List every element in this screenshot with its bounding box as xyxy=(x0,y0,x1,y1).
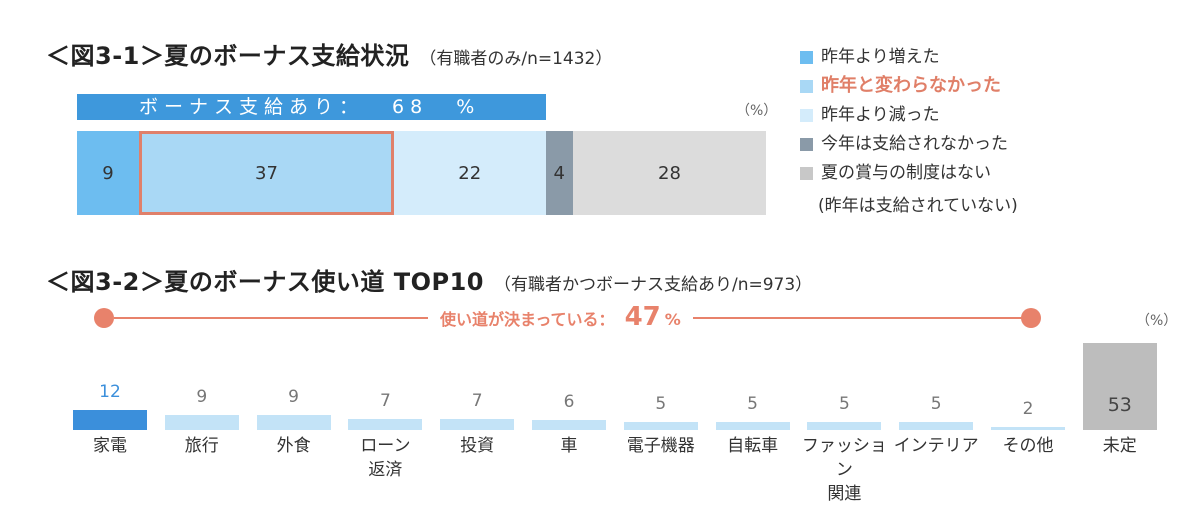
stack-segment-value: 9 xyxy=(102,162,114,184)
category-label: 外食 xyxy=(276,436,311,456)
stack-segment-value: 4 xyxy=(553,162,565,184)
chart1-subtitle: （有職者のみ/n=1432） xyxy=(419,49,613,69)
stack-segment-value: 28 xyxy=(658,162,681,184)
support-bar: ボーナス支給あり： 68% xyxy=(77,94,546,120)
chart2-title: ＜図3-2＞夏のボーナス使い道 TOP10 （有職者かつボーナス支給あり/n=97… xyxy=(46,262,812,297)
bar-8 xyxy=(807,421,882,430)
legend-swatch xyxy=(800,51,813,64)
category-label: 電子機器 xyxy=(626,436,695,456)
legend-label: 昨年と変わらなかった xyxy=(821,75,1001,96)
stack-segment: 4 xyxy=(545,131,574,215)
category-label: ローン 返済 xyxy=(360,436,411,480)
bar-value-label: 6 xyxy=(563,392,575,413)
stack-segment: 9 xyxy=(77,131,139,215)
range-start-dot xyxy=(94,308,114,328)
chart2-title-text: ＜図3-2＞夏のボーナス使い道 TOP10 xyxy=(46,268,484,296)
support-unit: % xyxy=(456,96,481,118)
bar-value-label: 7 xyxy=(379,390,391,411)
legend-item: 今年は支給されなかった xyxy=(800,133,1018,155)
chart1-legend: 昨年より増えた昨年と変わらなかった 昨年より減った今年は支給されなかった 夏の賞与の… xyxy=(800,46,1018,216)
bar-4 xyxy=(440,418,515,430)
decided-unit: % xyxy=(664,310,681,329)
support-label: ボーナス支給あり： xyxy=(139,96,365,118)
legend-label: 今年は支給されなかった xyxy=(821,134,1008,154)
category-label: 投資 xyxy=(460,436,495,456)
bar-value-label: 12 xyxy=(99,382,121,403)
category-label: その他 xyxy=(1002,436,1054,456)
bar-7 xyxy=(715,421,790,430)
stack-segment: 37 xyxy=(139,131,394,215)
bar-value-label: 53 xyxy=(1107,394,1132,416)
category-label: 車 xyxy=(560,436,578,456)
bar-value-label: 5 xyxy=(747,393,758,414)
legend-label: 昨年より増えた xyxy=(821,47,940,67)
bar-10 xyxy=(991,426,1065,430)
support-value: 68 xyxy=(392,96,429,118)
stack-segment-value: 22 xyxy=(458,162,482,184)
stack-segment: 28 xyxy=(573,131,766,215)
bar-6 xyxy=(623,421,698,430)
bar-3 xyxy=(348,418,423,430)
category-label: ファッション 関連 xyxy=(801,436,887,504)
bar-value-label: 2 xyxy=(1022,398,1034,419)
legend-item: 夏の賞与の制度はない xyxy=(800,162,1018,184)
legend-note: (昨年は支給されていない) xyxy=(818,196,1018,216)
category-label: 自転車 xyxy=(727,436,779,456)
bar-5 xyxy=(532,420,606,430)
stack-segment: 22 xyxy=(393,131,546,215)
category-label: 家電 xyxy=(93,436,127,456)
legend-item: 昨年より増えた xyxy=(800,46,1018,68)
decided-text: 使い道が決まっている： xyxy=(440,310,615,329)
bar-1 xyxy=(164,415,239,430)
chart1-unit-label: （%） xyxy=(736,103,778,119)
legend-label: 昨年より減った xyxy=(821,105,940,125)
chart2-unit-label: （%） xyxy=(1136,313,1178,329)
stacked-bar: 9 37 22 4 28 xyxy=(77,131,766,215)
legend-item: 昨年より減った xyxy=(800,104,1018,126)
bar-value-label: 9 xyxy=(288,387,299,408)
category-label: インテリア xyxy=(893,436,979,456)
bar-11 xyxy=(1082,343,1157,430)
legend-swatch xyxy=(800,109,813,122)
decided-label: 使い道が決まっている： 47% xyxy=(428,301,693,336)
legend-swatch xyxy=(800,80,813,93)
bar-value-label: 9 xyxy=(196,387,208,408)
legend-swatch xyxy=(800,138,813,151)
bar-value-label: 7 xyxy=(471,390,483,411)
chart1-title: ＜図3-1＞夏のボーナス支給状況 （有職者のみ/n=1432） xyxy=(46,36,612,71)
bar-9 xyxy=(899,421,974,430)
bar-2 xyxy=(256,415,331,430)
decided-value: 47 xyxy=(624,302,661,332)
legend-item: 昨年と変わらなかった xyxy=(800,75,1018,97)
bar-0 xyxy=(73,410,147,430)
category-label: 旅行 xyxy=(184,436,219,456)
bar-value-label: 5 xyxy=(838,393,850,414)
category-label: 未定 xyxy=(1102,436,1137,456)
chart1-title-text: ＜図3-1＞夏のボーナス支給状況 xyxy=(46,42,410,70)
stack-segment-value: 37 xyxy=(255,162,278,184)
legend-label: 夏の賞与の制度はない xyxy=(821,163,991,183)
bar-value-label: 5 xyxy=(655,393,667,414)
legend-swatch xyxy=(800,167,813,180)
chart2-subtitle: （有職者かつボーナス支給あり/n=973） xyxy=(493,275,813,295)
range-end-dot xyxy=(1021,308,1041,328)
bar-value-label: 5 xyxy=(930,393,942,414)
